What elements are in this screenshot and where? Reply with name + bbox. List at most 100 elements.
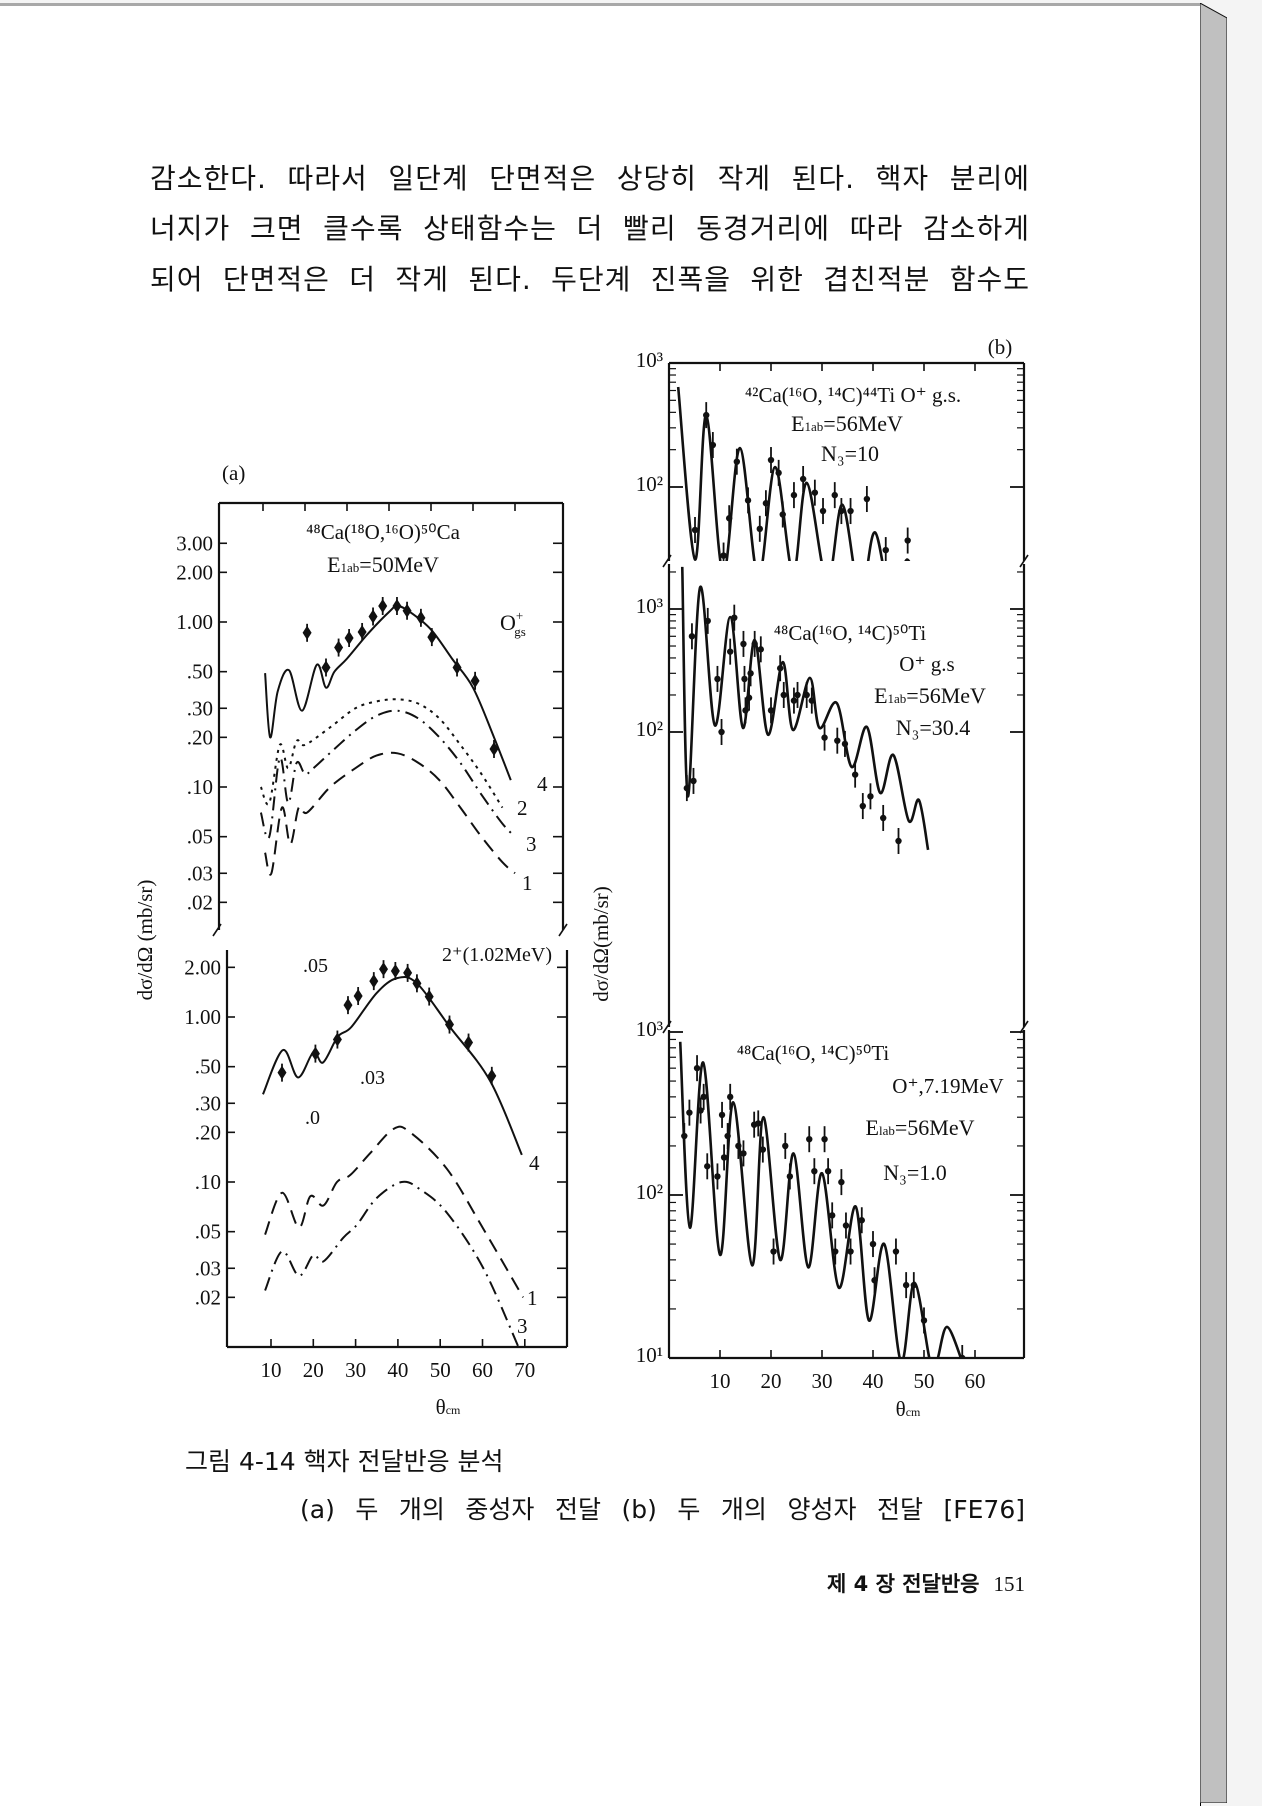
data-marker-dot [770,1248,777,1255]
data-marker-dot [831,491,838,499]
data-point [910,1272,917,1299]
chart-b-panel2-n3: N₃=30.4 [896,715,970,740]
x-tick-label: 30 [812,1369,833,1393]
y-tick-label: .10 [195,1170,221,1194]
data-marker-dot [959,1354,966,1358]
figure-caption-subtitle: (a) 두 개의 중성자 전달 (b) 두 개의 양성자 전달 [FE76] [300,1495,1025,1524]
y-tick-label: .03 [195,1256,221,1280]
data-point [714,1163,721,1190]
data-point [742,697,749,724]
data-point [452,658,462,677]
curve-label-3: 3 [517,1314,528,1338]
data-point [782,1132,789,1159]
data-point [747,660,754,687]
series-curve-3 [264,1180,520,1347]
data-marker-dot [829,1212,836,1219]
data-point [799,466,807,493]
y-tick-label: .50 [195,1055,221,1079]
data-point [829,1202,836,1229]
data-marker-dot [683,784,691,792]
data-point [808,687,815,714]
y-tick-label: .02 [187,890,213,914]
series-curve-fit [676,386,911,561]
chart-b: (b) ⁴²Ca(¹⁶O, ¹⁴C)⁴⁴Ti O⁺ g.s. E1ab=56Me… [589,335,1012,1421]
data-marker-diamond [403,965,413,980]
x-tick-label: 40 [387,1358,408,1382]
data-point [821,724,828,751]
data-marker-dot [847,1248,854,1255]
data-marker-dot [742,707,749,714]
series-curve-fit [680,566,930,851]
data-marker-dot [838,507,845,515]
data-point [841,730,849,757]
data-point [767,447,775,474]
series-curve-1 [264,1125,524,1298]
data-point [847,498,854,525]
data-point [334,638,344,657]
data-marker-diamond [343,998,353,1013]
data-marker-dot [859,802,866,810]
data-point [402,601,412,620]
chart-b-panel2-title: ⁴⁸Ca(¹⁶O, ¹⁴C)⁵⁰Ti [774,621,927,645]
data-marker-diamond [424,989,434,1004]
data-point [755,1110,762,1137]
y-tick-label: .10 [187,775,213,799]
data-marker-dot [688,633,696,640]
data-marker-dot [759,1146,767,1153]
data-point [775,459,782,486]
chart-a-upper-title: ⁴⁸Ca(¹⁸O,¹⁶O)⁵⁰Ca [306,520,461,544]
x-tick-label: 70 [514,1358,535,1382]
data-marker-dot [790,491,798,499]
data-point [344,628,354,647]
data-point [858,1207,865,1234]
chart-b-panel3-title: ⁴⁸Ca(¹⁶O, ¹⁴C)⁵⁰Ti [737,1041,890,1065]
data-point [770,1238,777,1265]
data-marker-dot [720,552,727,559]
data-marker-diamond [357,624,367,639]
data-point [714,665,721,692]
b-panel-1: 10³ 10² [636,564,1029,1034]
data-marker-dot [704,617,711,625]
x-tick-label: 40 [863,1369,884,1393]
b-panel-2: 10 20 30 40 50 60 10³ 10² 10¹ [636,1017,1026,1393]
page-number: 151 [993,1572,1026,1596]
y-tick-label: 10³ [636,594,663,618]
data-marker-diamond [353,989,363,1004]
y-tick-label: .50 [187,660,213,684]
data-marker-dot [871,1277,878,1284]
data-marker-diamond [379,962,389,977]
data-point [720,1144,728,1171]
data-marker-diamond [445,1017,455,1032]
y-tick-label: 10¹ [636,1343,663,1367]
data-point [842,1212,850,1239]
data-point [831,482,838,509]
x-tick-label: 60 [472,1358,493,1382]
data-point [821,1126,828,1153]
data-marker-dot [755,1120,762,1127]
data-marker-dot [767,456,775,464]
curve-label-2: 2 [517,796,528,820]
curve-label-1: 1 [522,871,533,895]
data-point [790,687,798,714]
data-marker-dot [691,526,699,534]
data-point [824,1158,832,1185]
data-marker-diamond [416,610,426,625]
data-marker-dot [751,640,758,648]
data-marker-dot [744,497,752,504]
data-marker-dot [902,1281,910,1289]
x-tick-label: 10 [710,1369,731,1393]
data-point [776,655,784,682]
series-group [259,597,516,876]
data-point [859,793,866,820]
series-group [676,386,911,561]
y-tick-label: 10² [636,717,663,741]
data-point [302,623,312,642]
chart-a-lower-title: 2⁺(1.02MeV) [442,944,552,966]
x-tick-label: 20 [303,1358,324,1382]
data-marker-dot [803,691,810,699]
y-tick-label: .05 [195,1220,221,1244]
data-point [416,608,426,627]
data-marker-dot [786,1173,794,1180]
data-point [811,479,819,506]
data-point [683,775,691,802]
